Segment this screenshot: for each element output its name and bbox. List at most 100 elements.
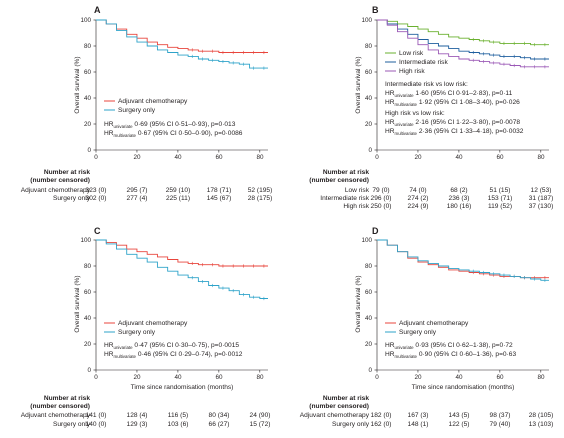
panel-c-hr: HRunivariate 0·47 (95% CI 0·30–0·75), p=… [104, 342, 243, 359]
panel-a-axes [95, 20, 268, 151]
risk-cell: 15 (72) [250, 421, 271, 428]
risk-cell: 295 (7) [127, 187, 148, 194]
risk-title: Number at risk [323, 395, 370, 402]
panel-d-yticks: 0 20 40 60 80 100 [361, 237, 372, 374]
panel-c-xticks: 0 20 40 60 80 [94, 374, 264, 381]
panel-c-axes [95, 240, 268, 371]
panel-d-xtick: 20 [414, 374, 422, 381]
legend-adjuvant: Adjuvant chemotherapy [118, 320, 188, 327]
risk-row-label: Adjuvant chemotherapy [21, 187, 91, 194]
risk-cell: 323 (0) [86, 187, 107, 194]
panel-b-xtick: 60 [496, 154, 504, 161]
risk-cell: 28 (175) [248, 195, 273, 202]
panel-d-ytick: 40 [365, 315, 373, 322]
panel-b-ytick: 100 [361, 17, 372, 24]
panel-c: C Overall survival (%) 0 20 40 60 80 100… [21, 226, 271, 428]
survival-curve-surgery-only [96, 19, 268, 69]
risk-cell: 296 (0) [371, 195, 392, 202]
hr-line: HRmultivariate 0·90 (95% CI 0·60–1·36), … [385, 351, 516, 359]
risk-row-label: Intermediate risk [320, 195, 369, 202]
panel-b-curves [377, 19, 549, 69]
risk-cell: 145 (67) [207, 195, 232, 202]
panel-b-ylabel: Overall survival (%) [355, 56, 362, 113]
panel-c-risk-table: Number at risk (number censored) Adjuvan… [21, 395, 271, 428]
risk-cell: 122 (5) [449, 421, 470, 428]
risk-subtitle: (number censored) [309, 177, 369, 184]
risk-cell: 140 (0) [86, 421, 107, 428]
survival-curve-adjuvant-chemotherapy [377, 239, 549, 279]
risk-cell: 224 (9) [408, 203, 429, 210]
risk-cell: 178 (71) [207, 187, 232, 194]
panel-b-hr: Intermediate risk vs low risk: HRunivari… [385, 81, 524, 136]
panel-c-curves [96, 239, 268, 301]
risk-cell: 116 (5) [168, 412, 188, 419]
hr-line: HRunivariate 0·47 (95% CI 0·30–0·75), p=… [104, 342, 239, 350]
risk-cell: 148 (1) [408, 421, 429, 428]
risk-row-label: Adjuvant chemotherapy [300, 412, 370, 419]
panel-b: B Overall survival (%) 0 20 40 60 80 100… [309, 5, 553, 210]
risk-subtitle: (number censored) [30, 403, 90, 410]
panel-b-yticks: 0 20 40 60 80 100 [361, 17, 372, 154]
risk-cell: 52 (195) [248, 187, 273, 194]
risk-cell: 250 (0) [371, 203, 392, 210]
hr-line: HRmultivariate 0·46 (95% CI 0·29–0·74), … [104, 351, 243, 359]
panel-d-xtick: 40 [455, 374, 463, 381]
panel-c-legend: Adjuvant chemotherapy Surgery only [104, 320, 188, 336]
legend-high: High risk [399, 68, 425, 75]
survival-curve-adjuvant-chemotherapy [96, 19, 268, 53]
panel-a-ytick: 0 [87, 147, 91, 154]
panel-a-xticks: 0 20 40 60 80 [94, 154, 264, 161]
survival-curve-low-risk [377, 19, 549, 46]
panel-c-yticks: 0 20 40 60 80 100 [80, 237, 91, 374]
hr-line: HRunivariate 2·16 (95% CI 1·22–3·80), p=… [385, 119, 520, 127]
panel-a-xtick: 60 [215, 154, 223, 161]
risk-cell: 153 (71) [488, 195, 513, 202]
risk-cell: 98 (37) [490, 412, 511, 419]
panel-b-ytick: 60 [365, 69, 373, 76]
panel-b-xtick: 40 [455, 154, 463, 161]
risk-cell: 143 (5) [449, 412, 470, 419]
risk-cell: 277 (4) [127, 195, 148, 202]
panel-d-ytick: 0 [368, 367, 372, 374]
risk-cell: 74 (0) [409, 187, 426, 194]
panel-d-curves [377, 239, 549, 282]
panel-a-yticks: 0 20 40 60 80 100 [80, 17, 91, 154]
survival-curve-adjuvant-chemotherapy [96, 239, 268, 267]
panel-b-risk-table: Number at risk (number censored) Low ris… [309, 169, 553, 210]
panel-d-risk-table: Number at risk (number censored) Adjuvan… [300, 395, 554, 428]
legend-intermediate: Intermediate risk [399, 59, 448, 66]
risk-cell: 68 (2) [450, 187, 467, 194]
risk-cell: 129 (3) [127, 421, 148, 428]
risk-row-label: Surgery only [53, 195, 91, 202]
hr-line: HRmultivariate 2·36 (95% CI 1·33–4·18), … [385, 128, 524, 136]
risk-cell: 141 (0) [86, 412, 107, 419]
panel-a-xtick: 0 [94, 154, 98, 161]
risk-row-label: Surgery only [332, 421, 370, 428]
risk-cell: 51 (15) [490, 187, 511, 194]
panel-d-xtick: 80 [537, 374, 545, 381]
panel-a-letter: A [94, 5, 101, 15]
risk-cell: 66 (27) [209, 421, 230, 428]
panel-d-xtick: 0 [375, 374, 379, 381]
panel-b-xtick: 0 [375, 154, 379, 161]
survival-curve-high-risk [377, 19, 549, 68]
legend-adjuvant: Adjuvant chemotherapy [118, 98, 188, 105]
panel-d-hr: HRunivariate 0·93 (95% CI 0·62–1·38), p=… [385, 342, 516, 359]
panel-a-hr: HRunivariate 0·69 (95% CI 0·51–0·93), p=… [104, 121, 243, 138]
hr-line: HRunivariate 0·69 (95% CI 0·51–0·93), p=… [104, 121, 236, 129]
risk-row-label: Adjuvant chemotherapy [21, 412, 91, 419]
risk-title: Number at risk [44, 395, 91, 402]
panel-d-axes [376, 240, 549, 371]
risk-cell: 167 (3) [408, 412, 429, 419]
panel-a-ytick: 60 [84, 69, 92, 76]
panel-d-letter: D [372, 226, 379, 236]
risk-cell: 274 (2) [408, 195, 429, 202]
panel-b-letter: B [372, 5, 379, 15]
panel-c-ytick: 20 [84, 341, 92, 348]
risk-cell: 28 (105) [529, 412, 554, 419]
panel-d-legend: Adjuvant chemotherapy Surgery only [385, 320, 469, 336]
risk-cell: 31 (187) [529, 195, 554, 202]
panel-c-xtick: 40 [174, 374, 182, 381]
risk-cell: 119 (52) [488, 203, 512, 210]
hr-line: HRunivariate 1·60 (95% CI 0·91–2·83), p=… [385, 90, 513, 98]
